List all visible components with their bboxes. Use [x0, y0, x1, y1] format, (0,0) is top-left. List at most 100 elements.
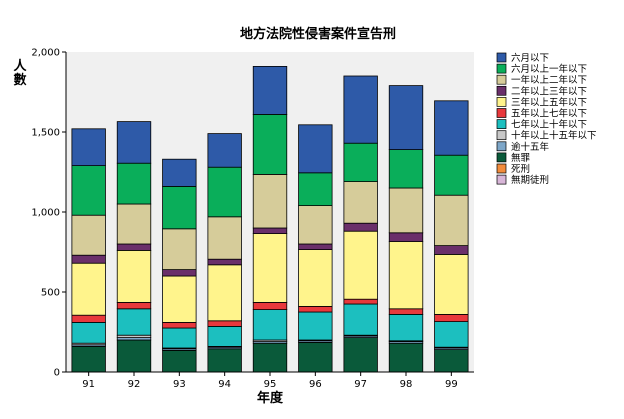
legend-swatch	[496, 130, 507, 141]
bar-segment	[162, 269, 197, 277]
legend-swatch	[496, 52, 507, 63]
legend: 六月以下六月以上一年以下一年以上二年以下二年以上三年以下三年以上五年以下五年以上…	[496, 52, 597, 186]
y-tick-label: 0	[54, 368, 60, 379]
bar-segment	[252, 233, 288, 303]
bar-segment	[71, 254, 106, 264]
bar-segment	[388, 149, 424, 189]
legend-label: 六月以下	[511, 52, 549, 64]
x-tick-label: 94	[218, 379, 231, 390]
bar-segment	[207, 133, 242, 168]
y-axis-title-char: 人	[13, 58, 27, 74]
legend-swatch	[496, 119, 507, 129]
legend-label: 六月以上一年以下	[511, 63, 587, 75]
legend-label: 逾十五年	[511, 141, 550, 153]
bar-segment	[434, 100, 469, 156]
bar-segment	[252, 227, 288, 234]
bar-segment	[252, 173, 288, 229]
bar-segment	[71, 314, 106, 323]
bar-segment	[71, 345, 106, 373]
x-tick-label: 91	[82, 379, 95, 390]
bar-segment	[207, 258, 242, 266]
bar-segment	[207, 348, 242, 373]
bar-segment	[298, 249, 333, 307]
bar-segment	[343, 230, 378, 300]
legend-swatch	[496, 174, 507, 185]
bar-segment	[434, 154, 469, 196]
bar-segment	[162, 321, 197, 329]
bar-segment	[116, 203, 152, 245]
legend-swatch	[496, 97, 507, 107]
bar-segment	[298, 205, 333, 245]
chart-title: 地方法院性侵害案件宣告刑	[240, 26, 396, 42]
legend-label: 三年以上五年以下	[511, 96, 587, 108]
bar-segment	[298, 243, 333, 250]
bar-segment	[116, 308, 152, 336]
bar-segment	[298, 311, 333, 341]
bar-segment	[388, 342, 424, 373]
bar-segment	[343, 75, 378, 144]
legend-swatch	[496, 85, 507, 96]
bar-segment	[343, 181, 378, 224]
bar-segment	[207, 166, 242, 218]
bar-segment	[71, 262, 106, 316]
bar-segment	[116, 249, 152, 303]
bar-segment	[207, 216, 242, 260]
bar-segment	[298, 305, 333, 313]
y-tick-label: 1,000	[31, 208, 60, 219]
bar-segment	[343, 298, 378, 305]
bar-segment	[207, 264, 242, 322]
bar-segment	[162, 185, 197, 230]
y-tick-label: 2,000	[31, 48, 60, 59]
legend-label: 一年以上二年以下	[511, 74, 587, 86]
bar-segment	[207, 320, 242, 327]
bar-segment	[162, 228, 197, 271]
bar-segment	[343, 337, 378, 373]
y-axis: 0 500 1,000 1,500 2,000	[31, 48, 67, 379]
x-tick-label: 97	[354, 379, 367, 390]
bar-segment	[162, 349, 197, 373]
legend-swatch	[496, 63, 507, 74]
x-tick-label: 96	[309, 379, 322, 390]
bar-segment	[434, 245, 469, 255]
legend-label: 二年以上三年以下	[511, 85, 587, 97]
x-tick-label: 92	[128, 379, 141, 390]
bar-segment	[343, 222, 378, 232]
bar-segment	[388, 85, 424, 150]
y-tick-label: 500	[41, 288, 60, 299]
bars-layer	[71, 66, 469, 373]
bar-segment	[252, 301, 288, 310]
bar-segment	[388, 187, 424, 234]
bar-segment	[434, 349, 469, 373]
bar-segment	[434, 313, 469, 322]
bar-segment	[298, 172, 333, 207]
bar-segment	[252, 66, 288, 115]
legend-swatch	[496, 141, 507, 152]
legend-label: 無期徒刑	[511, 174, 549, 186]
x-tick-label: 99	[445, 379, 458, 390]
bar-segment	[162, 327, 197, 349]
legend-label: 七年以上十年以下	[511, 119, 587, 131]
bar-segment	[207, 325, 242, 347]
bar-segment	[388, 308, 424, 315]
bar-segment	[116, 243, 152, 251]
bar-segment	[116, 162, 152, 205]
bar-segment	[71, 165, 106, 216]
bar-segment	[116, 121, 152, 164]
legend-label: 死刑	[511, 164, 530, 175]
legend-swatch	[496, 74, 507, 85]
y-axis-title-char: 數	[13, 72, 26, 88]
bar-segment	[298, 341, 333, 373]
bar-segment	[434, 253, 469, 315]
y-axis-title: 人數	[13, 58, 27, 88]
bar-segment	[388, 241, 424, 310]
bar-segment	[116, 339, 152, 373]
x-axis: 91 92 93 94 95 96 97 98 99	[66, 371, 474, 390]
y-tick-label: 1,500	[31, 128, 60, 139]
bar-segment	[252, 342, 288, 373]
x-tick-label: 98	[400, 379, 413, 390]
x-tick-label: 93	[173, 379, 186, 390]
bar-segment	[434, 321, 469, 348]
bar-segment	[162, 158, 197, 187]
bar-segment	[252, 309, 288, 341]
